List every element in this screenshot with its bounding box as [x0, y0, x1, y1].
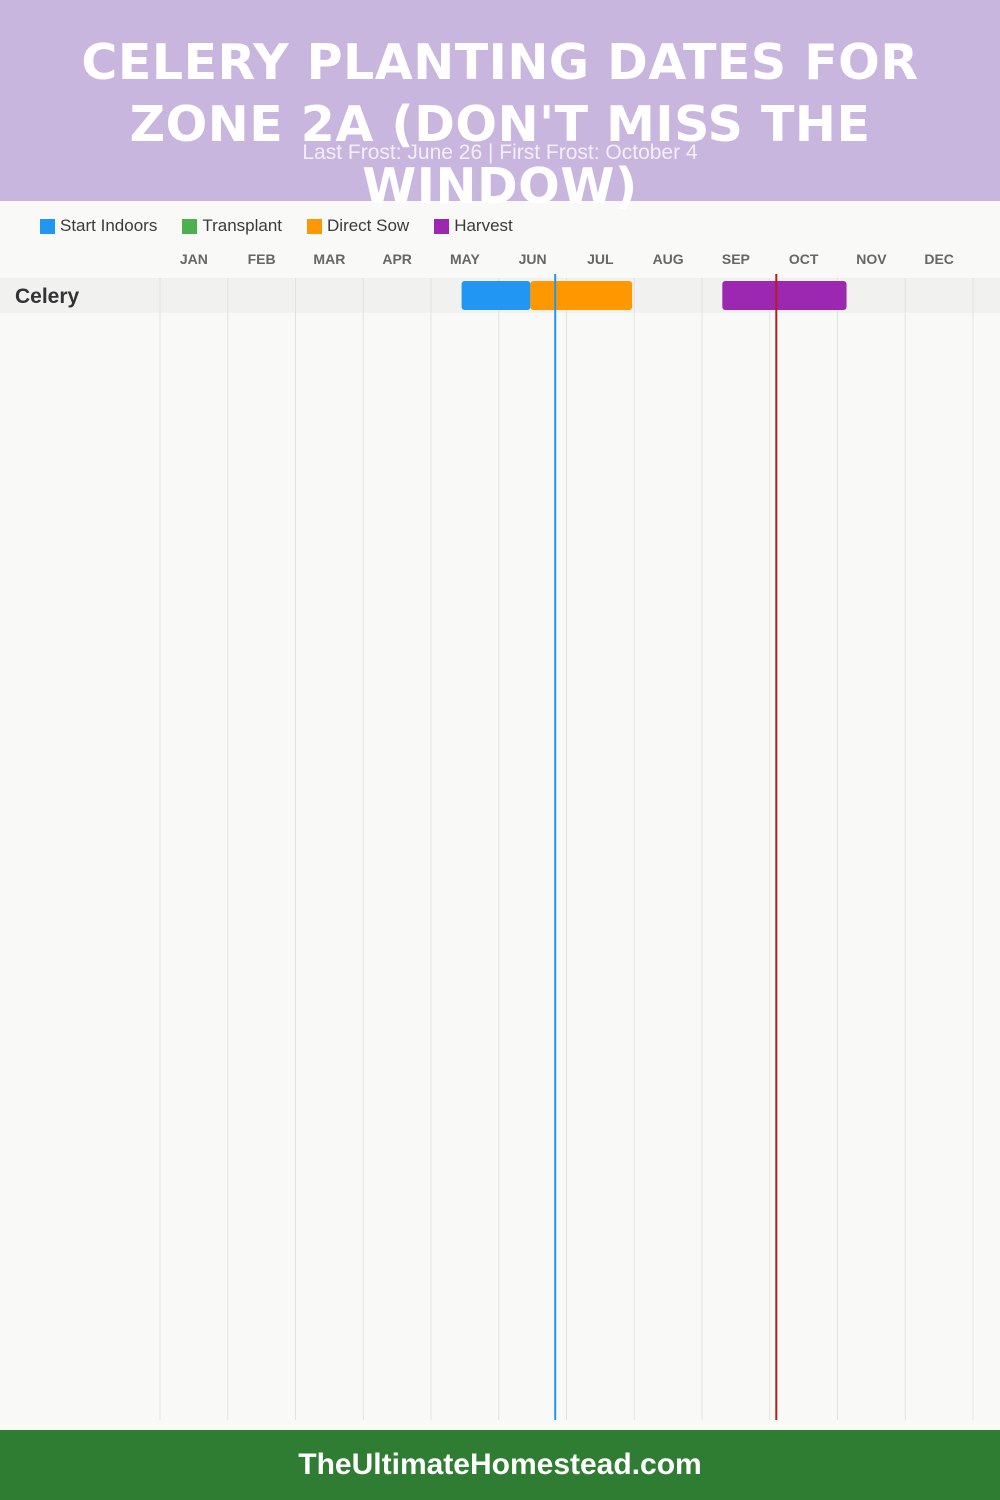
month-label: SEP	[722, 251, 750, 267]
legend-label: Start Indoors	[60, 216, 158, 235]
month-label: FEB	[248, 251, 276, 267]
crop-label: Celery	[15, 285, 80, 308]
month-label: MAY	[450, 251, 480, 267]
month-label: APR	[382, 251, 412, 267]
legend-label: Transplant	[202, 216, 283, 235]
month-label: MAR	[313, 251, 345, 267]
legend-swatch	[307, 218, 323, 234]
legend-item-direct-sow: Direct Sow	[307, 216, 409, 236]
legend-swatch	[434, 218, 450, 234]
page-title: CELERY PLANTING DATES FOR ZONE 2A (DON'T…	[81, 34, 919, 215]
legend: Start Indoors Transplant Direct Sow Harv…	[40, 215, 538, 237]
header-banner	[0, 0, 1000, 201]
bar-start-indoors	[461, 281, 531, 310]
legend-swatch	[182, 218, 198, 234]
month-label: JUL	[587, 251, 614, 267]
month-label: AUG	[653, 251, 684, 267]
legend-item-transplant: Transplant	[182, 216, 282, 236]
footer-site-url: TheUltimateHomestead.com	[0, 1430, 1000, 1500]
legend-item-harvest: Harvest	[434, 216, 513, 236]
legend-label: Harvest	[454, 216, 513, 235]
month-label: DEC	[924, 251, 954, 267]
frost-dates-subtitle: Last Frost: June 26 | First Frost: Octob…	[302, 141, 698, 164]
bar-harvest	[722, 281, 847, 310]
legend-item-start-indoors: Start Indoors	[40, 216, 157, 236]
legend-label: Direct Sow	[327, 216, 410, 235]
legend-swatch	[40, 218, 55, 234]
planting-calendar-chart: JAN FEB MAR APR MAY JUN JUL AUG SEP OCT NOV DEC Cele…	[0, 251, 1000, 1420]
month-label: JUN	[519, 251, 547, 267]
bar-direct-sow	[530, 281, 633, 310]
month-label: JAN	[180, 251, 208, 267]
month-label: OCT	[789, 251, 819, 267]
month-label: NOV	[856, 251, 887, 267]
